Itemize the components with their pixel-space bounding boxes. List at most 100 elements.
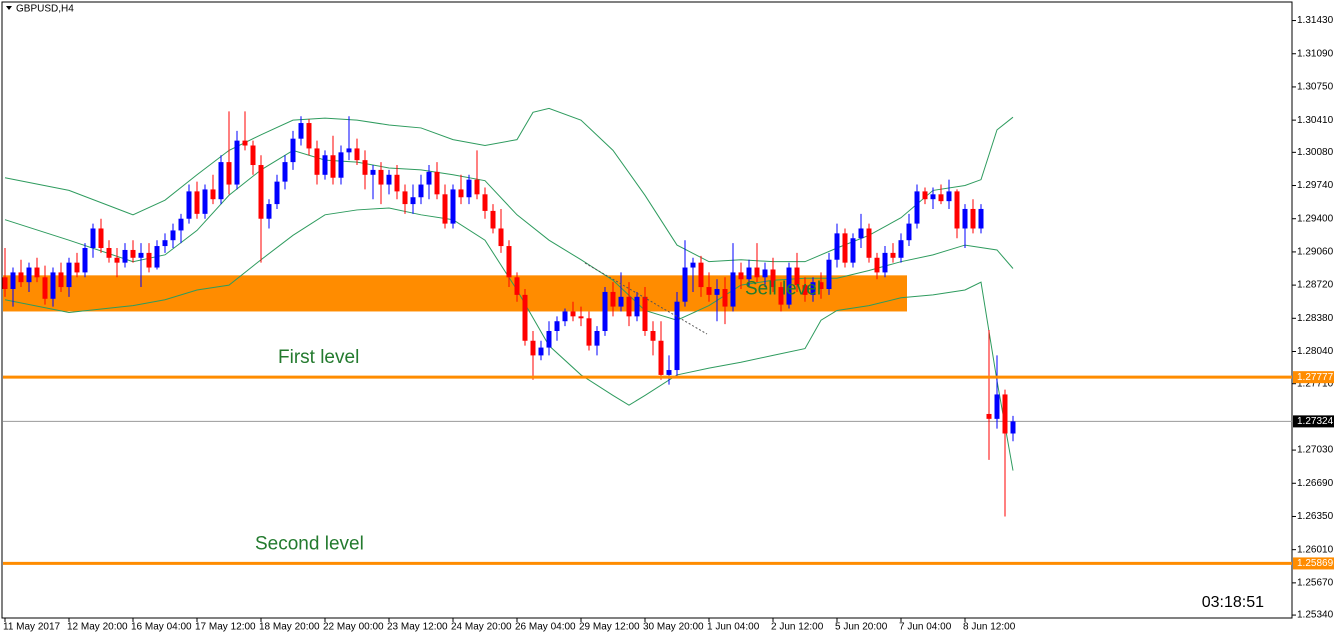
- candle-body: [466, 179, 472, 198]
- candle-body: [10, 272, 16, 290]
- candle-body: [994, 394, 1000, 419]
- candle-body: [106, 248, 112, 258]
- candle-body: [666, 370, 672, 375]
- candle-body: [834, 233, 840, 260]
- candle-body: [394, 174, 400, 192]
- candle-body: [226, 162, 232, 185]
- candle-body: [746, 267, 752, 280]
- candle-body: [314, 148, 320, 175]
- candle-body: [786, 267, 792, 305]
- candle-body: [82, 248, 88, 273]
- candle-body: [426, 171, 432, 185]
- candle-body: [482, 194, 488, 211]
- candle-body: [882, 252, 888, 273]
- candle-body: [306, 123, 312, 149]
- candle-body: [66, 262, 72, 288]
- x-tick-label: 12 May 20:00: [67, 622, 128, 633]
- candle-body: [122, 249, 128, 263]
- candle-body: [842, 233, 848, 263]
- level-tag: [1293, 557, 1334, 570]
- candle-body: [266, 204, 272, 219]
- candle-body: [402, 191, 408, 205]
- candle-body: [642, 296, 648, 331]
- candle-body: [730, 272, 736, 307]
- level-label: Second level: [255, 533, 364, 554]
- x-tick-label: 1 Jun 04:00: [707, 622, 760, 633]
- candle-body: [562, 311, 568, 322]
- candle-body: [98, 228, 104, 249]
- candle-body: [650, 330, 656, 341]
- candle-body: [546, 330, 552, 348]
- x-tick-label: 29 May 12:00: [579, 622, 640, 633]
- candle-body: [162, 240, 168, 247]
- candle-body: [554, 321, 560, 331]
- x-tick-label: 23 May 12:00: [387, 622, 448, 633]
- candle-body: [938, 194, 944, 202]
- candle-body: [698, 262, 704, 288]
- x-tick-label: 2 Jun 12:00: [771, 622, 824, 633]
- candle-body: [914, 191, 920, 224]
- bollinger-band: [4, 149, 1014, 321]
- candle-body: [970, 208, 976, 229]
- candle-body: [282, 162, 288, 182]
- candle-body: [242, 140, 248, 146]
- chart-title: GBPUSD,H4: [16, 4, 74, 15]
- candle-body: [634, 296, 640, 317]
- level-tag-label: 1.25869: [1297, 558, 1334, 569]
- x-tick-label: 16 May 04:00: [131, 622, 192, 633]
- candle-body: [210, 189, 216, 200]
- candle-body: [290, 138, 296, 163]
- candle-body: [442, 194, 448, 224]
- y-tick-label: 1.30080: [1297, 147, 1334, 158]
- candle-body: [978, 208, 984, 229]
- x-tick-label: 24 May 20:00: [451, 622, 512, 633]
- candle-body: [986, 413, 992, 419]
- candle-body: [458, 189, 464, 198]
- candle-body: [362, 160, 368, 175]
- y-tick-label: 1.29740: [1297, 180, 1334, 191]
- candle-body: [18, 272, 24, 283]
- candle-body: [74, 262, 80, 273]
- x-tick-label: 11 May 2017: [3, 622, 61, 633]
- x-tick-label: 30 May 20:00: [643, 622, 704, 633]
- candle-body: [490, 210, 496, 229]
- bid-tag: [1293, 415, 1334, 428]
- candle-body: [538, 347, 544, 356]
- candle-body: [138, 252, 144, 258]
- bollinger-band: [4, 107, 1014, 263]
- candle-body: [170, 230, 176, 241]
- candle-body: [874, 257, 880, 273]
- candle-body: [778, 287, 784, 305]
- candle-body: [738, 272, 744, 280]
- candle-body: [498, 228, 504, 247]
- candle-body: [418, 184, 424, 198]
- candle-body: [594, 330, 600, 346]
- menu-arrow[interactable]: [6, 6, 12, 10]
- candle-body: [954, 191, 960, 229]
- x-tick-label: 26 May 04:00: [515, 622, 576, 633]
- candle-body: [50, 272, 56, 299]
- candle-body: [434, 171, 440, 195]
- candle-body: [946, 191, 952, 202]
- bid-tag-label: 1.27324: [1297, 416, 1334, 427]
- y-tick-label: 1.30750: [1297, 82, 1334, 93]
- sell-zone: [3, 275, 907, 312]
- candle-body: [1010, 421, 1016, 434]
- candle-body: [58, 272, 64, 288]
- candle-body: [714, 289, 720, 295]
- candle-body: [610, 291, 616, 307]
- candle-body: [794, 267, 800, 286]
- candle-body: [754, 267, 760, 278]
- candle-body: [2, 277, 8, 290]
- bollinger-band: [4, 207, 1014, 471]
- y-tick-label: 1.27030: [1297, 445, 1334, 456]
- candle-body: [866, 228, 872, 258]
- candle-body: [218, 162, 224, 200]
- level-tag: [1293, 371, 1334, 384]
- x-tick-label: 18 May 20:00: [259, 622, 320, 633]
- x-tick-label: 8 Jun 12:00: [963, 622, 1016, 633]
- candle-body: [330, 155, 336, 178]
- candle-body: [370, 169, 376, 175]
